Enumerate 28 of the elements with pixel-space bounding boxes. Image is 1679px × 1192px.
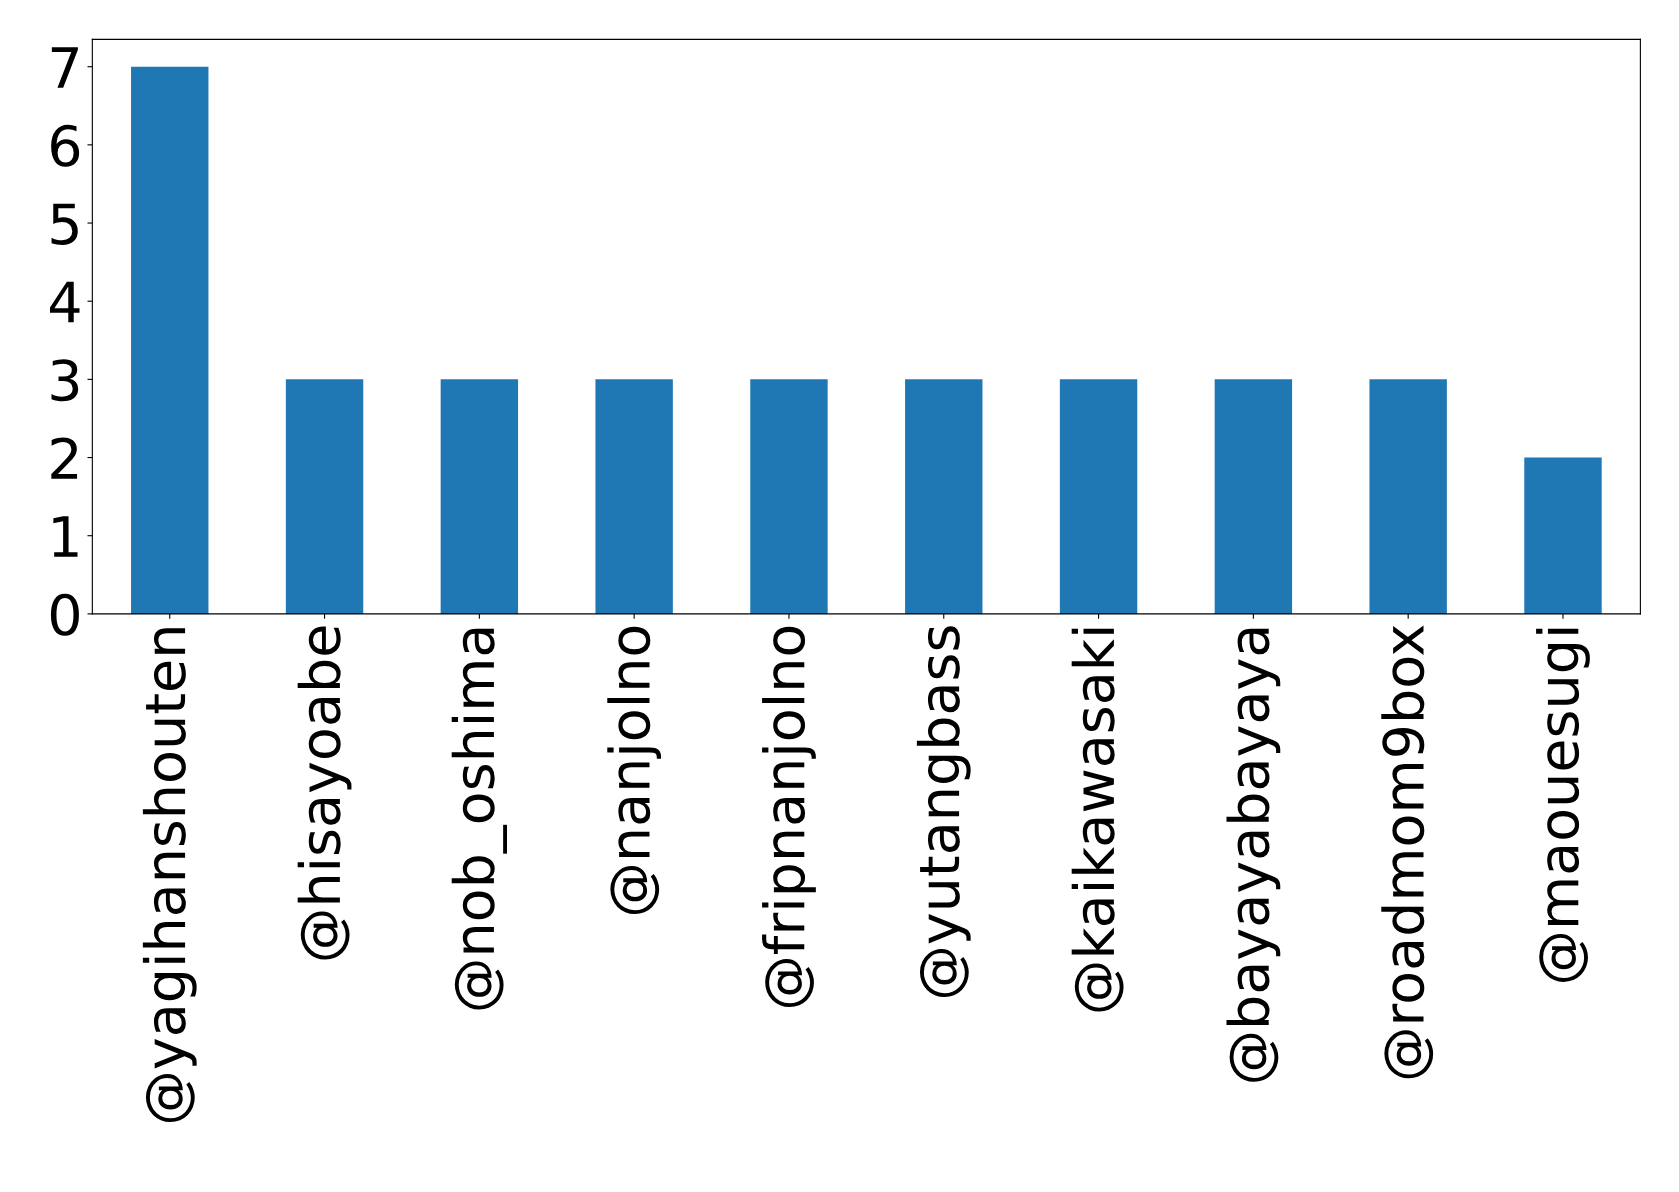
x-tick-label: @fripnanjolno <box>762 626 816 1008</box>
x-tick-label: @bayayabayaya <box>1226 628 1281 1082</box>
y-tick-label: 4 <box>49 281 80 323</box>
y-tick-label: 7 <box>51 47 78 88</box>
y-tick-label: 0 <box>50 593 79 636</box>
x-tick-label: @nanjolno <box>607 626 662 915</box>
bar <box>905 379 983 614</box>
y-tick-label: 6 <box>51 124 80 167</box>
bar <box>750 379 828 614</box>
bar <box>285 379 364 614</box>
x-tick-label: @hisayoabe <box>297 626 352 960</box>
x-tick-label: @nob_oshima <box>451 628 508 1010</box>
bar <box>1369 379 1447 614</box>
x-tick-label: @yutangbass <box>916 626 971 998</box>
bar <box>1059 379 1138 614</box>
y-tick-label: 2 <box>51 437 78 479</box>
bar <box>1524 457 1602 614</box>
y-tick-label: 1 <box>53 516 78 557</box>
bar <box>1214 379 1293 614</box>
x-tick-label: @yagihanshouten <box>142 628 197 1123</box>
y-tick-label: 3 <box>51 359 79 402</box>
x-tick-label: @roadmom9box <box>1381 625 1434 1079</box>
y-tick-label: 5 <box>51 203 78 245</box>
bar <box>131 66 209 614</box>
x-tick-label: @maouesugi <box>1536 628 1590 982</box>
bar <box>440 379 519 614</box>
bar <box>595 379 673 614</box>
x-tick-label: @kaikawasaki <box>1071 628 1124 1012</box>
